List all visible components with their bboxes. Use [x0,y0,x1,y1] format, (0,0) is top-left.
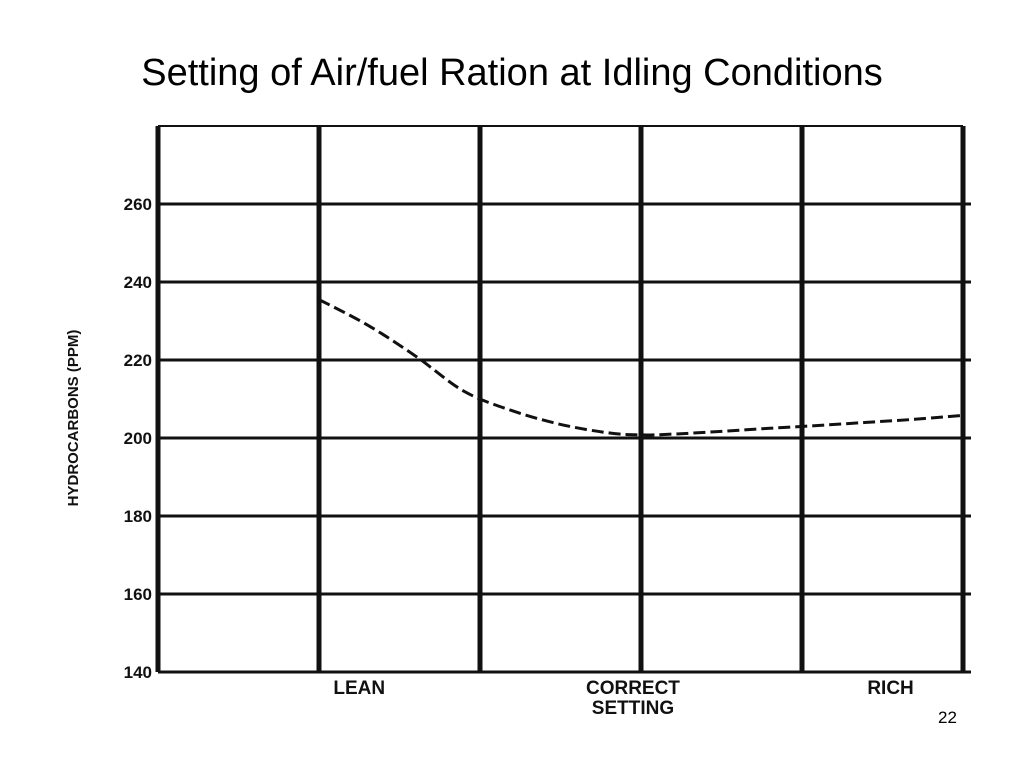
category-label-line: SETTING [592,698,674,719]
y-tick-label-160: 160 [124,585,152,604]
category-label-line: LEAN [333,678,385,699]
category-label-2: RICH [867,678,913,699]
series-line-0 [318,298,964,437]
y-tick-label-260: 260 [124,195,152,214]
category-label-line: RICH [867,678,913,699]
slide-title: Setting of Air/fuel Ration at Idling Con… [141,52,883,94]
y-tick-label-180: 180 [124,507,152,526]
y-tick-label-140: 140 [124,663,152,682]
y-tick-label-240: 240 [124,273,152,292]
y-tick-labels: 140 160 180 200 220 240 260 [124,195,152,682]
chart-grid [155,125,971,674]
chart-series [318,298,964,437]
y-axis-label: HYDROCARBONS (PPM) [65,330,82,507]
y-tick-label-200: 200 [124,429,152,448]
page-number: 22 [938,708,957,727]
category-label-1: CORRECT SETTING [586,678,680,719]
category-label-0: LEAN [333,678,385,699]
x-category-labels: LEAN CORRECT SETTING RICH [333,678,913,719]
category-label-line: CORRECT [586,678,680,699]
y-tick-label-220: 220 [124,351,152,370]
